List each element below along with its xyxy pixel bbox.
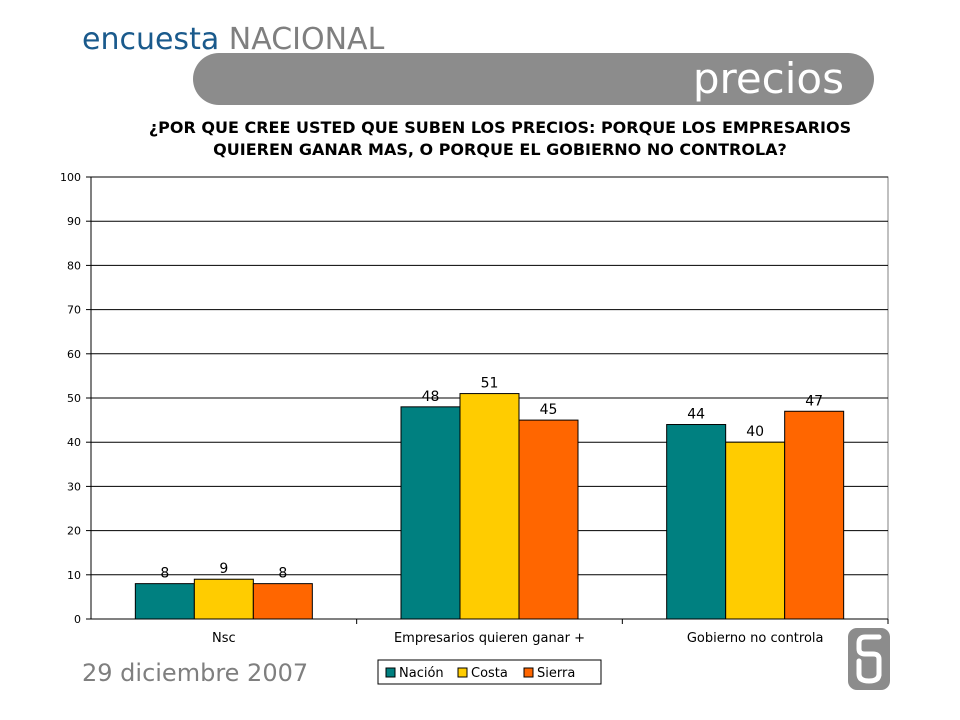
footer-date: 29 diciembre 2007	[82, 659, 309, 687]
data-label: 48	[422, 389, 440, 405]
data-label: 9	[219, 561, 228, 577]
data-label: 8	[278, 566, 287, 582]
bar	[193, 578, 254, 620]
data-label: 45	[540, 402, 558, 418]
bar	[784, 410, 845, 620]
question-line-1: ¿POR QUE CREE USTED QUE SUBEN LOS PRECIO…	[148, 118, 852, 137]
bar	[400, 406, 461, 620]
y-tick-label: 0	[74, 613, 81, 626]
legend-box	[377, 659, 602, 685]
legend-swatch	[457, 667, 468, 678]
legend-label: Nación	[399, 666, 444, 681]
bar	[518, 419, 579, 620]
y-tick-label: 20	[67, 525, 81, 538]
bar	[459, 393, 520, 620]
y-tick-label: 80	[67, 259, 81, 272]
bar	[252, 583, 313, 620]
legend-swatch	[385, 667, 396, 678]
data-label: 8	[160, 566, 169, 582]
y-tick-label: 100	[60, 171, 81, 184]
data-label: 40	[746, 424, 764, 440]
x-tick-label: Gobierno no controla	[687, 631, 824, 646]
x-tick-label: Empresarios quieren ganar +	[394, 631, 585, 646]
y-tick-label: 60	[67, 348, 81, 361]
bar	[666, 424, 727, 620]
survey-question: ¿POR QUE CREE USTED QUE SUBEN LOS PRECIO…	[60, 117, 940, 161]
y-tick-label: 10	[67, 569, 81, 582]
legend-swatch	[523, 667, 534, 678]
legend-label: Costa	[471, 666, 508, 681]
data-label: 47	[805, 393, 823, 409]
data-label: 44	[687, 407, 705, 423]
x-tick-label: Nsc	[212, 631, 236, 646]
y-tick-label: 70	[67, 304, 81, 317]
company-logo-icon	[848, 628, 890, 690]
y-tick-label: 50	[67, 392, 81, 405]
brand-word-encuesta: encuesta	[82, 22, 220, 57]
section-title: precios	[692, 54, 844, 103]
bar	[725, 441, 786, 620]
legend-label: Sierra	[537, 666, 575, 681]
brand-word-nacional: NACIONAL	[228, 22, 385, 57]
data-label: 51	[481, 376, 499, 392]
section-banner: precios	[193, 53, 874, 105]
bar	[134, 583, 195, 620]
y-tick-label: 90	[67, 215, 81, 228]
y-tick-label: 30	[67, 480, 81, 493]
brand-title: encuesta NACIONAL	[82, 20, 384, 60]
question-line-2: QUIEREN GANAR MAS, O PORQUE EL GOBIERNO …	[213, 140, 787, 159]
y-tick-label: 40	[67, 436, 81, 449]
